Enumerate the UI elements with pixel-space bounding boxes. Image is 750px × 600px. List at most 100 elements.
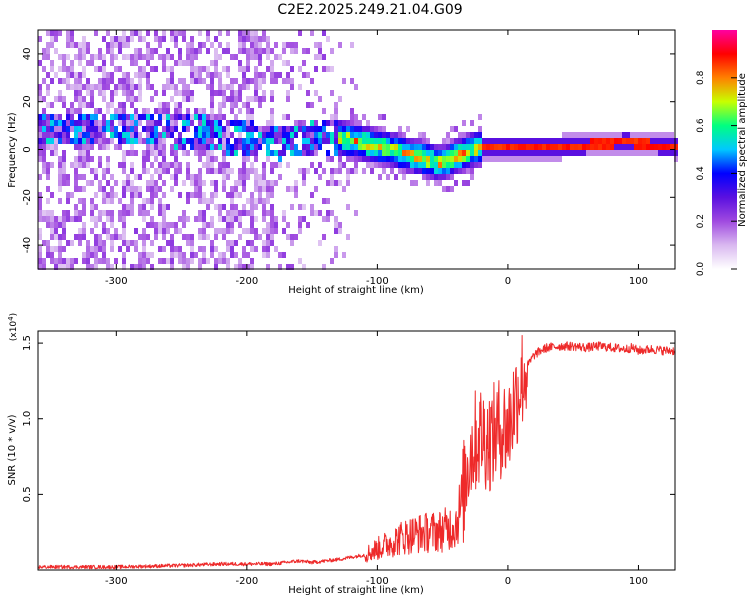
spectrogram-cell: [178, 228, 182, 234]
spectrogram-cell: [94, 168, 98, 174]
spectrogram-cell: [478, 126, 482, 132]
spectrogram-cell: [142, 54, 146, 60]
spectrogram-cell: [370, 156, 374, 162]
spectrogram-cell: [298, 204, 302, 210]
spectrogram-cell: [234, 138, 238, 144]
spectrogram-cell: [242, 66, 246, 72]
spectrogram-cell: [226, 30, 230, 36]
spectrogram-cell: [318, 138, 322, 144]
spectrogram-cell: [246, 228, 250, 234]
spectrogram-cell: [106, 216, 110, 222]
spectrogram-cell: [98, 258, 102, 264]
spectrogram-cell: [378, 150, 382, 156]
spectrogram-cell: [382, 150, 386, 156]
spectrogram-cell: [474, 144, 478, 150]
spectrogram-cell: [242, 264, 246, 270]
spectrogram-cell: [226, 132, 230, 138]
spectrogram-cell: [106, 168, 110, 174]
spectrogram-cell: [142, 246, 146, 252]
spectrogram-cell: [598, 150, 602, 156]
spectrogram-cell: [566, 150, 570, 156]
spectrogram-cell: [302, 264, 306, 270]
spectrogram-cell: [190, 120, 194, 126]
spectrogram-cell: [66, 174, 70, 180]
spectrogram-cell: [598, 138, 602, 144]
spectrogram-cell: [294, 192, 298, 198]
spectrogram-cell: [46, 132, 50, 138]
spectrogram-cell: [118, 36, 122, 42]
spectrogram-cell: [406, 126, 410, 132]
spectrogram-cell: [338, 150, 342, 156]
spectrogram-cell: [86, 114, 90, 120]
spectrogram-cell: [38, 234, 42, 240]
spectrogram-cell: [366, 144, 370, 150]
spectrogram-cell: [106, 108, 110, 114]
spectrogram-cell: [222, 174, 226, 180]
spectrogram-cell: [286, 90, 290, 96]
spectrogram-cell: [82, 48, 86, 54]
spectrogram-cell: [242, 48, 246, 54]
spectrogram-cell: [366, 138, 370, 144]
spectrogram-cell: [70, 60, 74, 66]
spectrogram-cell: [70, 258, 74, 264]
spectrogram-cell: [210, 198, 214, 204]
spectrogram-cell: [122, 168, 126, 174]
spectrogram-cell: [298, 168, 302, 174]
spectrogram-cell: [118, 216, 122, 222]
spectrogram-cell: [50, 126, 54, 132]
spectrogram-cell: [410, 156, 414, 162]
spectrogram-cell: [162, 132, 166, 138]
spectrogram-cell: [382, 126, 386, 132]
spectrogram-cell: [190, 144, 194, 150]
spectrogram-cell: [58, 258, 62, 264]
spectrogram-cell: [146, 132, 150, 138]
spectrogram-cell: [538, 144, 542, 150]
spectrogram-cell: [98, 48, 102, 54]
spectrogram-cell: [182, 120, 186, 126]
spectrogram-cell: [198, 180, 202, 186]
spectrogram-cell: [246, 54, 250, 60]
spectrogram-cell: [130, 60, 134, 66]
spectrogram-cell: [250, 192, 254, 198]
spectrogram-cell: [90, 120, 94, 126]
spectrogram-cell: [98, 138, 102, 144]
spectrogram-cell: [566, 132, 570, 138]
spectrogram-cell: [294, 48, 298, 54]
spectrogram-cell: [242, 120, 246, 126]
spectrogram-cell: [330, 210, 334, 216]
spectrogram-cell: [522, 150, 526, 156]
spectrogram-cell: [90, 102, 94, 108]
spectrogram-cell: [506, 138, 510, 144]
spectrogram-cell: [334, 168, 338, 174]
spectrogram-cell: [250, 204, 254, 210]
spectrogram-cell: [198, 264, 202, 270]
spectrogram-cell: [74, 162, 78, 168]
spectrogram-cell: [142, 72, 146, 78]
spectrogram-cell: [118, 42, 122, 48]
spectrogram-cell: [78, 138, 82, 144]
spectrogram-cell: [566, 144, 570, 150]
spectrogram-cell: [42, 108, 46, 114]
spectrogram-cell: [230, 168, 234, 174]
spectrogram-cell: [38, 264, 42, 270]
spectrogram-cell: [214, 132, 218, 138]
spectrogram-cell: [138, 264, 142, 270]
spectrogram-cell: [666, 144, 670, 150]
spectrogram-cell: [290, 264, 294, 270]
spectrogram-cell: [186, 234, 190, 240]
spectrogram-cell: [382, 144, 386, 150]
spectrogram-cell: [654, 132, 658, 138]
spectrogram-cell: [394, 132, 398, 138]
spectrogram-cell: [134, 84, 138, 90]
spectrogram-cell: [522, 138, 526, 144]
spectrogram-cell: [286, 132, 290, 138]
spectrogram-cell: [310, 102, 314, 108]
spectrogram-cell: [186, 96, 190, 102]
spectrogram-cell: [566, 138, 570, 144]
spectrogram-cell: [62, 174, 66, 180]
spectrogram-cell: [246, 132, 250, 138]
spectrogram-cell: [230, 90, 234, 96]
spectrogram-cell: [230, 84, 234, 90]
spectrogram-cell: [254, 30, 258, 36]
spectrogram-cell: [186, 90, 190, 96]
